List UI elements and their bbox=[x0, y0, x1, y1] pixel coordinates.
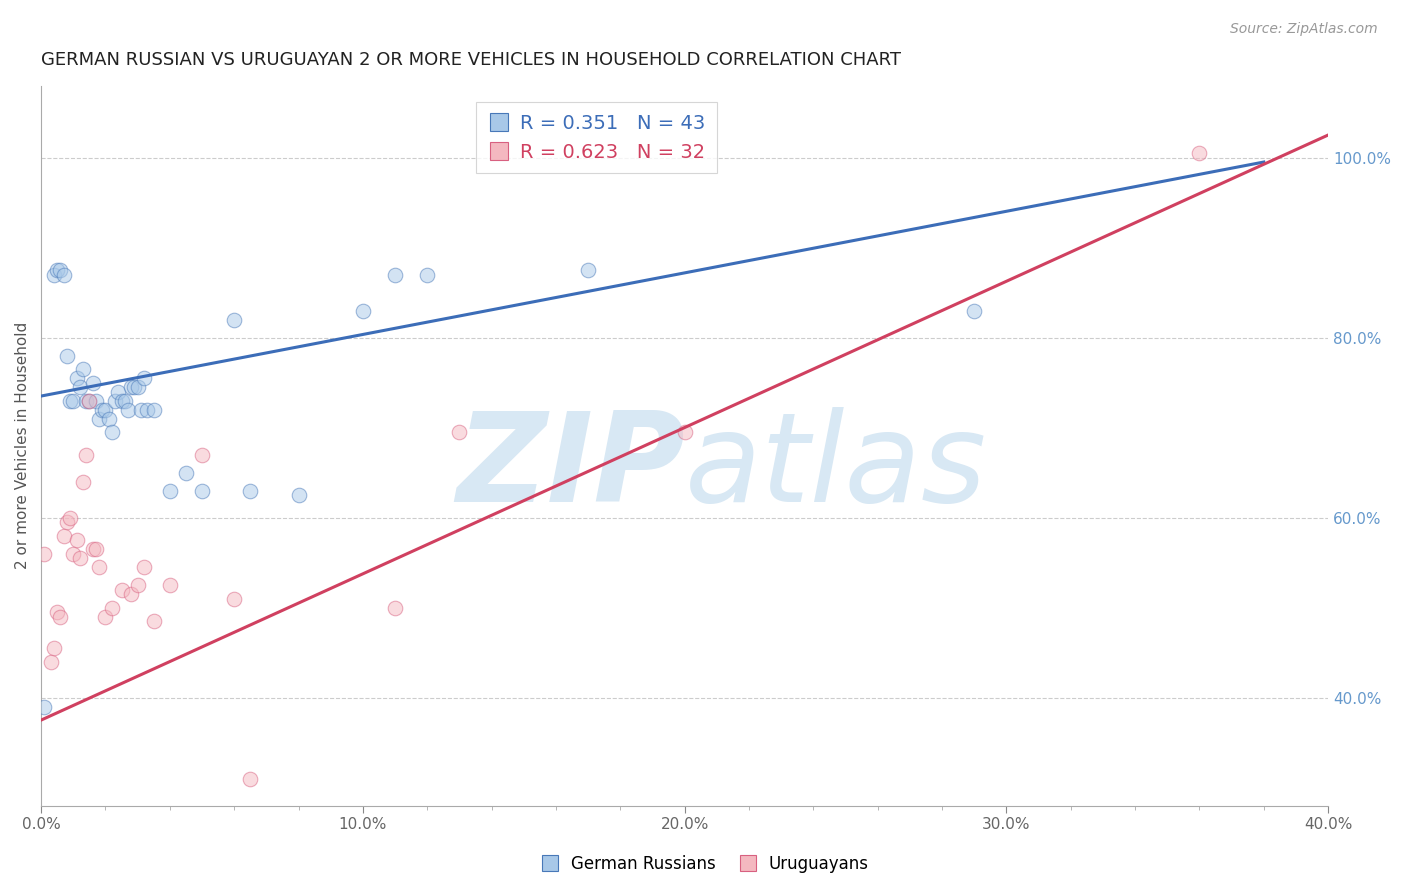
Point bbox=[87, 560, 110, 574]
Point bbox=[34, 699, 56, 714]
Point bbox=[191, 448, 214, 462]
Point bbox=[107, 384, 129, 399]
Text: GERMAN RUSSIAN VS URUGUAYAN 2 OR MORE VEHICLES IN HOUSEHOLD CORRELATION CHART: GERMAN RUSSIAN VS URUGUAYAN 2 OR MORE VE… bbox=[41, 51, 901, 69]
Point bbox=[87, 411, 110, 425]
Point bbox=[142, 402, 165, 417]
Point bbox=[127, 380, 149, 394]
Point bbox=[52, 528, 75, 542]
Point bbox=[49, 263, 72, 277]
Point bbox=[120, 380, 142, 394]
Point bbox=[62, 547, 84, 561]
Point bbox=[79, 393, 101, 408]
Point bbox=[224, 312, 246, 326]
Point bbox=[97, 411, 120, 425]
Point bbox=[39, 655, 62, 669]
Point bbox=[34, 547, 56, 561]
Point bbox=[79, 393, 101, 408]
Point bbox=[239, 772, 262, 786]
Point bbox=[673, 425, 696, 439]
Point bbox=[56, 515, 79, 529]
Text: Source: ZipAtlas.com: Source: ZipAtlas.com bbox=[1230, 22, 1378, 37]
Point bbox=[59, 510, 82, 524]
Point bbox=[129, 402, 152, 417]
Point bbox=[159, 578, 181, 592]
Point bbox=[963, 303, 986, 318]
Point bbox=[56, 349, 79, 363]
Point bbox=[104, 393, 127, 408]
Point bbox=[62, 393, 84, 408]
Point bbox=[352, 303, 374, 318]
Point bbox=[72, 475, 94, 489]
Point bbox=[110, 393, 132, 408]
Point bbox=[72, 362, 94, 376]
Point bbox=[449, 425, 471, 439]
Y-axis label: 2 or more Vehicles in Household: 2 or more Vehicles in Household bbox=[15, 322, 30, 569]
Point bbox=[42, 268, 65, 282]
Text: ZIP: ZIP bbox=[456, 407, 685, 528]
Point bbox=[384, 268, 406, 282]
Point bbox=[576, 263, 599, 277]
Point bbox=[120, 587, 142, 601]
Legend: R = 0.351   N = 43, R = 0.623   N = 32: R = 0.351 N = 43, R = 0.623 N = 32 bbox=[475, 103, 717, 173]
Point bbox=[287, 488, 309, 502]
Point bbox=[114, 393, 136, 408]
Point bbox=[75, 393, 97, 408]
Point bbox=[101, 425, 124, 439]
Point bbox=[159, 483, 181, 498]
Point bbox=[69, 380, 91, 394]
Point bbox=[65, 371, 87, 385]
Point bbox=[49, 609, 72, 624]
Point bbox=[117, 402, 139, 417]
Point bbox=[75, 448, 97, 462]
Point bbox=[174, 466, 197, 480]
Point bbox=[69, 551, 91, 566]
Point bbox=[46, 605, 69, 619]
Point bbox=[384, 600, 406, 615]
Point bbox=[142, 614, 165, 628]
Point bbox=[84, 393, 107, 408]
Point bbox=[1188, 146, 1211, 161]
Point bbox=[46, 263, 69, 277]
Point bbox=[59, 393, 82, 408]
Point bbox=[82, 542, 104, 557]
Point bbox=[84, 542, 107, 557]
Point bbox=[416, 268, 439, 282]
Point bbox=[110, 582, 132, 597]
Point bbox=[82, 376, 104, 390]
Point bbox=[132, 560, 155, 574]
Point bbox=[52, 268, 75, 282]
Point bbox=[94, 609, 117, 624]
Point bbox=[191, 483, 214, 498]
Point bbox=[132, 371, 155, 385]
Point bbox=[239, 483, 262, 498]
Point bbox=[224, 591, 246, 606]
Point bbox=[65, 533, 87, 547]
Point bbox=[136, 402, 159, 417]
Point bbox=[124, 380, 146, 394]
Legend: German Russians, Uruguayans: German Russians, Uruguayans bbox=[530, 848, 876, 880]
Text: atlas: atlas bbox=[685, 407, 987, 528]
Point bbox=[101, 600, 124, 615]
Point bbox=[94, 402, 117, 417]
Point bbox=[127, 578, 149, 592]
Point bbox=[42, 641, 65, 656]
Point bbox=[91, 402, 114, 417]
